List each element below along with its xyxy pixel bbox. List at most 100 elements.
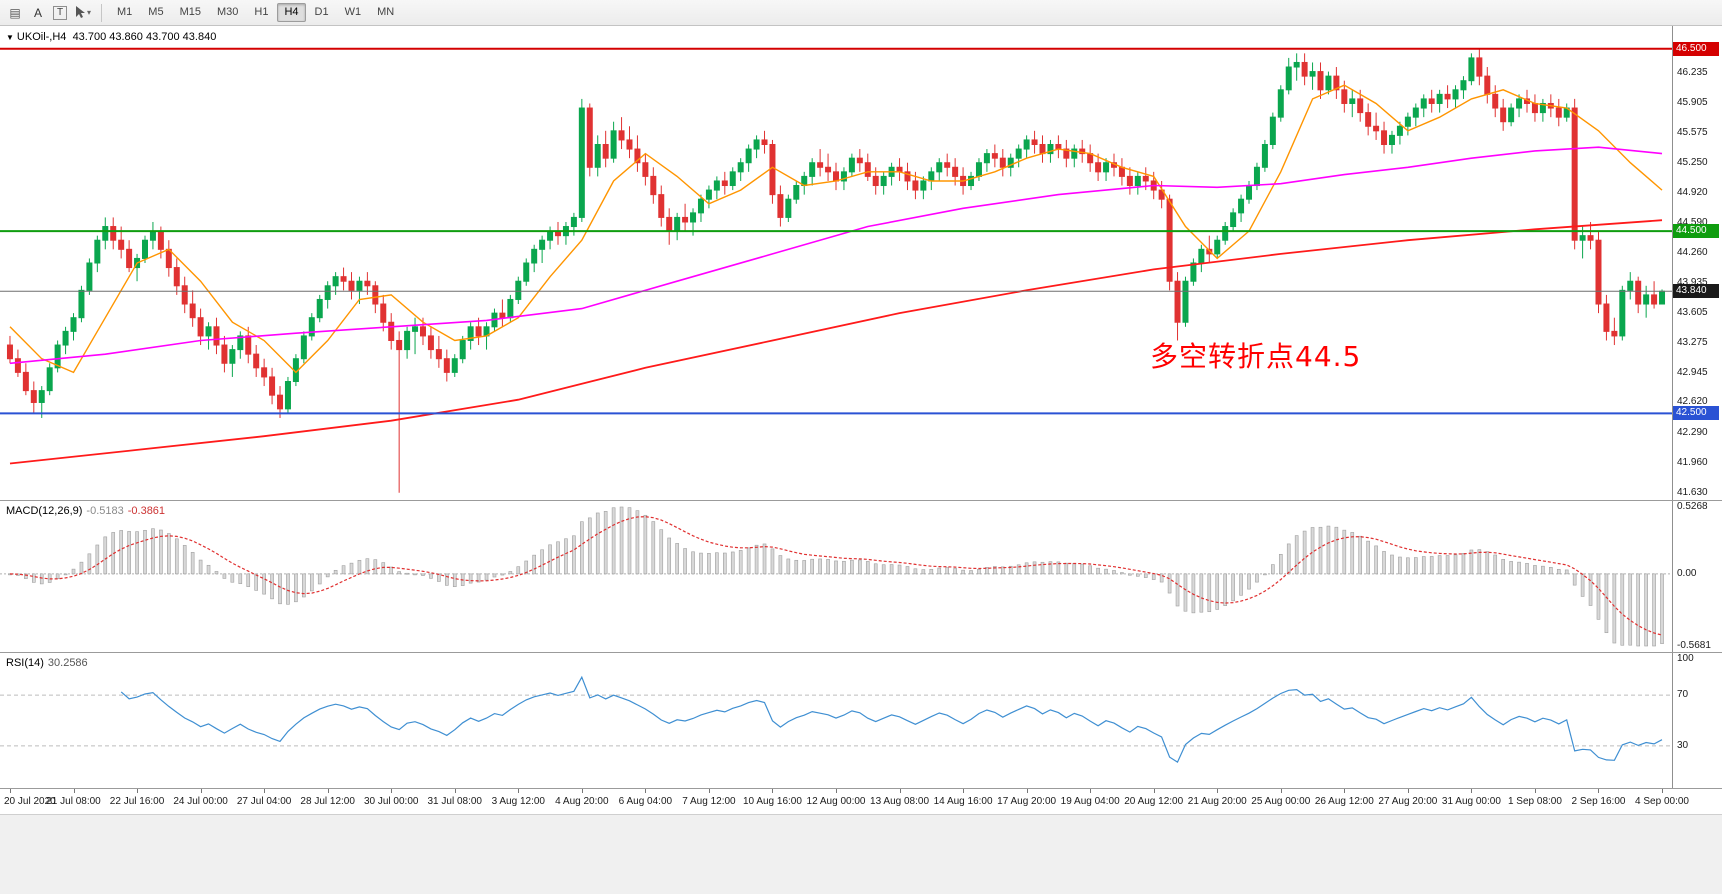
- macd-title: MACD(12,26,9) -0.5183 -0.3861: [6, 505, 165, 517]
- time-tick: [1344, 789, 1346, 793]
- price-scale-label: 43.605: [1677, 306, 1708, 318]
- rsi-scale[interactable]: 100 70 30: [1672, 653, 1722, 788]
- symbol-dropdown-icon[interactable]: ▼: [6, 33, 14, 42]
- rsi-plot[interactable]: RSI(14) 30.2586: [0, 653, 1672, 788]
- time-axis-label: 4 Aug 20:00: [555, 796, 609, 807]
- macd-scale[interactable]: 0.5268 0.00 -0.5681: [1672, 501, 1722, 652]
- main-price-scale[interactable]: 46.235 45.905 45.575 45.250 44.920 44.590 44.2…: [1672, 26, 1722, 500]
- price-scale-label: 44.260: [1677, 246, 1708, 258]
- macd-main-value: -0.5183: [86, 505, 124, 517]
- price-scale-label: 42.290: [1677, 426, 1708, 438]
- timeframe-button-m15[interactable]: M15: [179, 6, 201, 18]
- time-axis-label: 22 Jul 16:00: [109, 796, 165, 807]
- time-tick: [772, 789, 774, 793]
- rsi-panel: RSI(14) 30.2586 100 70 30: [0, 652, 1722, 788]
- annotation-text: 多空转折点44.5: [1150, 340, 1362, 373]
- time-tick: [454, 789, 456, 793]
- time-axis-label: 1 Sep 08:00: [1507, 796, 1562, 807]
- main-chart-canvas[interactable]: [0, 26, 1672, 500]
- time-axis-label: 6 Aug 04:00: [618, 796, 673, 807]
- time-tick: [1090, 789, 1092, 793]
- dropdown-caret-icon: ▾: [86, 8, 91, 17]
- time-axis-label: 4 Sep 00:00: [1635, 796, 1689, 807]
- macd-label: MACD(12,26,9): [6, 505, 83, 517]
- time-tick: [645, 789, 647, 793]
- time-tick: [391, 789, 393, 793]
- macd-scale-label: -0.5681: [1677, 640, 1711, 651]
- price-scale-label: 43.275: [1677, 336, 1708, 348]
- time-tick: [9, 789, 11, 793]
- time-tick: [899, 789, 901, 793]
- arrow-tool-icon[interactable]: ▾: [72, 3, 94, 23]
- timeframe-button-m5[interactable]: M5: [148, 6, 164, 18]
- timeframe-button-w1[interactable]: W1: [344, 6, 362, 18]
- rsi-scale-label: 100: [1677, 653, 1694, 664]
- macd-plot[interactable]: MACD(12,26,9) -0.5183 -0.3861: [0, 501, 1672, 652]
- main-plot[interactable]: ▼ UKOil-,H4 43.700 43.860 43.700 43.840 多…: [0, 26, 1672, 500]
- time-tick: [1153, 789, 1155, 793]
- time-tick: [1407, 789, 1409, 793]
- rsi-scale-label: 70: [1677, 689, 1689, 701]
- timeframe-button-mn[interactable]: MN: [377, 6, 395, 18]
- time-tick: [1280, 789, 1282, 793]
- empty-area: [0, 814, 1722, 894]
- text-tool-button[interactable]: A: [33, 5, 42, 20]
- price-scale-label: 42.945: [1677, 366, 1708, 378]
- price-badge: 43.840: [1673, 284, 1719, 299]
- time-tick: [137, 789, 139, 793]
- cursor-pointer-icon: [75, 6, 85, 18]
- price-scale-label: 46.235: [1677, 66, 1708, 78]
- chart-ohlc: 43.700 43.860 43.700 43.840: [72, 31, 217, 43]
- time-tick: [1598, 789, 1600, 793]
- timeframe-button-h1[interactable]: H1: [254, 6, 269, 18]
- price-scale-label: 41.960: [1677, 456, 1708, 468]
- rsi-value: 30.2586: [47, 657, 88, 669]
- timeframe-button-m1[interactable]: M1: [117, 6, 133, 18]
- time-tick: [73, 789, 75, 793]
- macd-scale-label: 0.5268: [1677, 501, 1708, 512]
- time-tick: [1534, 789, 1536, 793]
- price-scale-label: 45.575: [1677, 127, 1708, 139]
- toolbar: ▤ A T ▾ M1 M5 M15 M30 H1 H4 D1 W1 MN: [0, 0, 1722, 26]
- time-axis-label: 27 Aug 20:00: [1378, 796, 1438, 807]
- chart-symbol: UKOil-,H4: [16, 31, 67, 43]
- time-axis-label: 31 Aug 00:00: [1441, 796, 1501, 807]
- time-tick: [963, 789, 965, 793]
- timeframe-button-h4[interactable]: H4: [277, 3, 306, 22]
- time-axis-label: 14 Aug 16:00: [933, 796, 993, 807]
- time-tick: [1026, 789, 1028, 793]
- time-axis-label: 3 Aug 12:00: [491, 796, 545, 807]
- timeframe-button-m30[interactable]: M30: [216, 6, 239, 18]
- price-scale-label: 44.920: [1677, 186, 1708, 198]
- price-badge: 44.500: [1673, 224, 1719, 239]
- price-scale-label: 42.620: [1677, 396, 1708, 408]
- time-axis-label: 26 Aug 12:00: [1314, 796, 1374, 807]
- time-axis-label: 28 Jul 12:00: [300, 796, 355, 807]
- rsi-canvas[interactable]: [0, 653, 1672, 788]
- label-tool-button[interactable]: T: [50, 3, 70, 23]
- time-tick: [1662, 789, 1664, 793]
- macd-scale-label: 0.00: [1677, 567, 1697, 579]
- time-axis-label: 20 Aug 12:00: [1124, 796, 1184, 807]
- time-axis-label: 20 Jul 2020: [4, 796, 56, 807]
- time-axis-label: 30 Jul 00:00: [363, 796, 419, 807]
- chart-title: ▼ UKOil-,H4 43.700 43.860 43.700 43.840: [6, 31, 216, 43]
- time-axis-label: 10 Aug 16:00: [742, 796, 802, 807]
- macd-canvas[interactable]: [0, 501, 1672, 652]
- time-axis-label: 17 Aug 20:00: [997, 796, 1057, 807]
- chart-grid-icon[interactable]: ▤: [9, 5, 21, 20]
- price-badge: 46.500: [1673, 41, 1719, 56]
- time-axis[interactable]: 20 Jul 2020 21 Jul 08:00 22 Jul 16:00 24 Ju…: [0, 788, 1722, 814]
- price-scale-label: 41.630: [1677, 486, 1708, 498]
- time-tick: [1217, 789, 1219, 793]
- time-tick: [200, 789, 202, 793]
- timeframe-button-d1[interactable]: D1: [314, 6, 329, 18]
- rsi-title: RSI(14) 30.2586: [6, 657, 88, 669]
- time-tick: [581, 789, 583, 793]
- macd-signal-value: -0.3861: [127, 505, 166, 517]
- price-scale-label: 44.590: [1677, 216, 1708, 228]
- time-tick: [1471, 789, 1473, 793]
- price-scale-label: 45.250: [1677, 156, 1708, 168]
- time-axis-label: 21 Aug 20:00: [1187, 796, 1247, 807]
